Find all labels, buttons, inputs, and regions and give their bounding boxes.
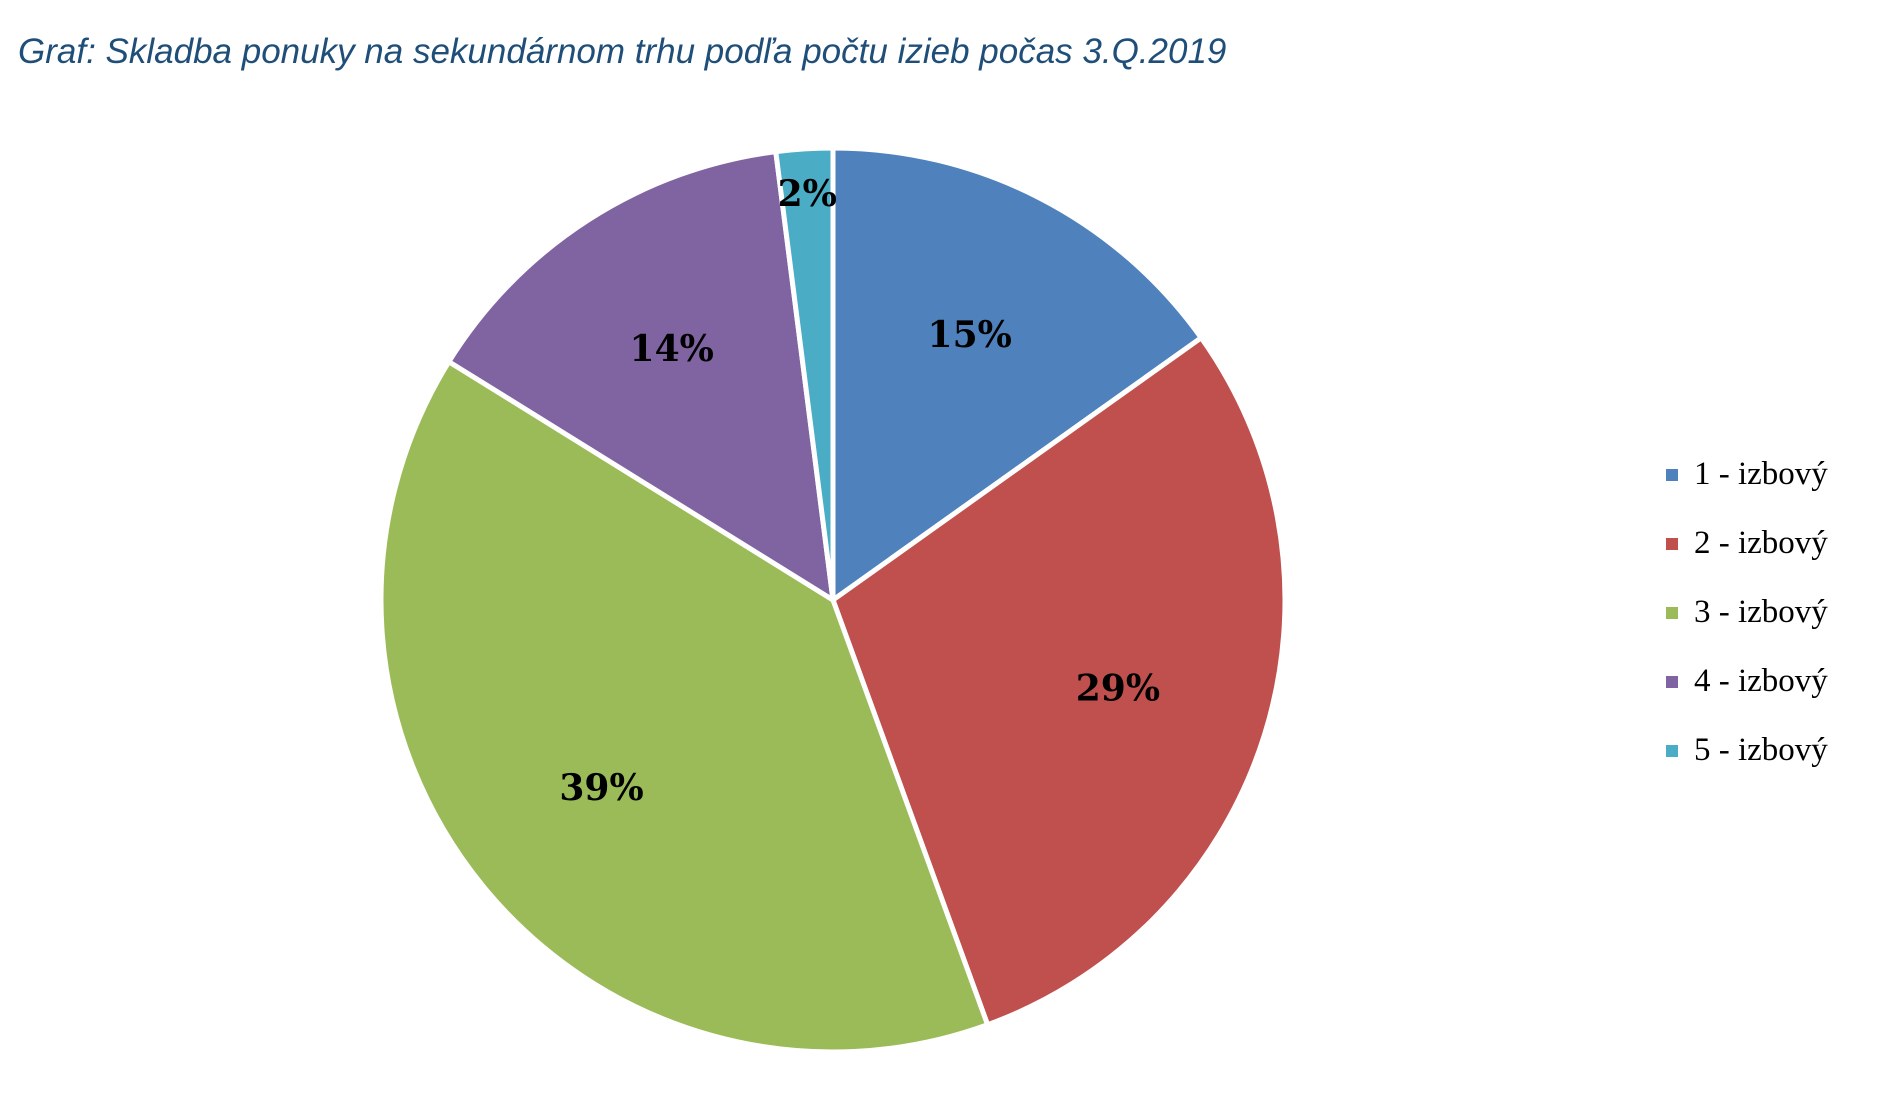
slice-label-5: 2% bbox=[778, 173, 837, 215]
pie-slice-3 bbox=[378, 359, 991, 1055]
legend-label: 2 - izbový bbox=[1694, 525, 1828, 561]
slice-label-3: 39% bbox=[559, 767, 643, 809]
pie-slice-4 bbox=[446, 149, 836, 603]
legend-swatch bbox=[1666, 744, 1678, 757]
legend-swatch bbox=[1666, 537, 1678, 550]
legend-swatch bbox=[1666, 468, 1678, 481]
legend-label: 3 - izbový bbox=[1694, 594, 1828, 630]
slice-label-1: 15% bbox=[928, 314, 1012, 356]
legend: 1 - izbový 2 - izbový 3 - izbový 4 - izbový… bbox=[1666, 440, 1828, 785]
legend-item-3: 3 - izbový bbox=[1666, 578, 1828, 647]
legend-swatch bbox=[1666, 606, 1678, 619]
legend-label: 5 - izbový bbox=[1694, 732, 1828, 768]
legend-item-1: 1 - izbový bbox=[1666, 440, 1828, 509]
slice-label-2: 29% bbox=[1076, 668, 1160, 710]
chart-title: Graf: Skladba ponuky na sekundárnom trhu… bbox=[18, 32, 1227, 71]
legend-item-4: 4 - izbový bbox=[1666, 647, 1828, 716]
legend-item-2: 2 - izbový bbox=[1666, 509, 1828, 578]
legend-label: 4 - izbový bbox=[1694, 663, 1828, 699]
pie-slice-1 bbox=[830, 145, 1204, 603]
legend-item-5: 5 - izbový bbox=[1666, 716, 1828, 785]
slice-label-4: 14% bbox=[630, 328, 714, 370]
pie-slice-5 bbox=[773, 145, 836, 603]
legend-label: 1 - izbový bbox=[1694, 456, 1828, 492]
legend-swatch bbox=[1666, 675, 1678, 688]
pie-slice-2 bbox=[830, 335, 1288, 1028]
